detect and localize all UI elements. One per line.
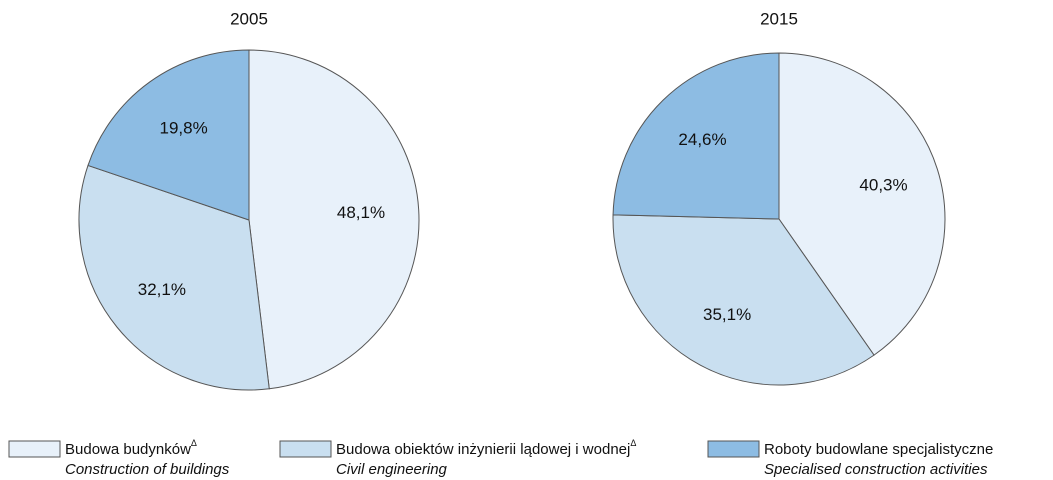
legend-label-en: Civil engineering <box>336 461 448 478</box>
legend-label: Budowa budynkówΔ <box>65 438 197 458</box>
data-label: 19,8% <box>160 118 208 137</box>
pie-slice <box>612 214 875 386</box>
legend-swatch <box>707 440 760 458</box>
legend-label: Budowa obiektów inżynierii lądowej i wod… <box>336 438 636 458</box>
pie-title: 2005 <box>230 9 268 28</box>
data-label: 40,3% <box>859 176 907 195</box>
legend-label-pl: Budowa obiektów inżynierii lądowej i wod… <box>336 441 630 458</box>
legend-label-pl: Roboty budowlane specjalistyczne <box>764 441 993 458</box>
data-label: 32,1% <box>138 280 186 299</box>
pie-slice <box>612 52 780 220</box>
legend-label-en: Specialised construction activities <box>764 461 988 478</box>
legend-swatch <box>8 440 61 458</box>
pie-title: 2015 <box>760 9 798 28</box>
pie-slice <box>778 52 946 356</box>
legend-label-en: Construction of buildings <box>65 461 230 478</box>
data-label: 24,6% <box>678 130 726 149</box>
legend-label-pl: Budowa budynków <box>65 441 191 458</box>
pie-slice <box>78 164 270 391</box>
data-label: 48,1% <box>337 203 385 222</box>
data-label: 35,1% <box>703 305 751 324</box>
legend-label: Roboty budowlane specjalistyczne <box>764 441 993 458</box>
pie-slice <box>87 49 250 221</box>
legend-swatch <box>279 440 332 458</box>
legend-mark: Δ <box>630 438 636 448</box>
pie-slice <box>248 49 420 390</box>
legend-mark: Δ <box>191 438 197 448</box>
